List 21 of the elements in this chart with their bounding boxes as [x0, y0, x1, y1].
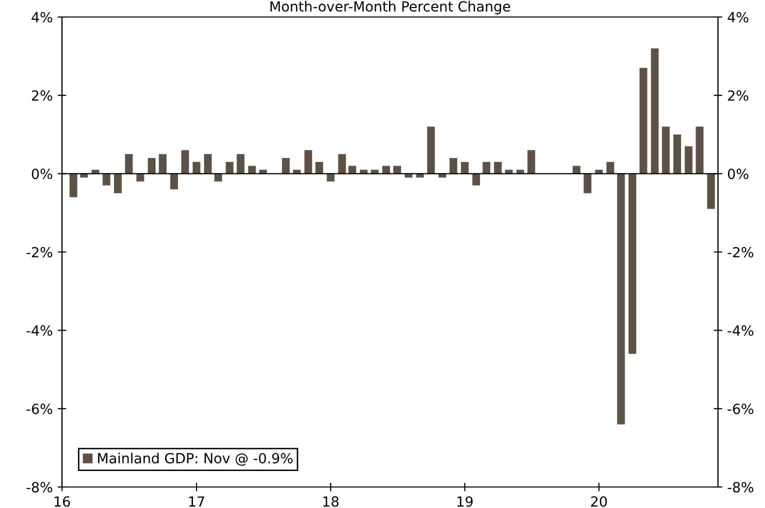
y2-tick-label: -6%: [728, 404, 754, 414]
y2-tick-label: -4%: [728, 325, 754, 336]
x-tick-label: 17: [189, 496, 204, 507]
chart-title: Month-over-Month Percent Change: [270, 0, 510, 14]
x-tick-label: 16: [54, 496, 70, 507]
x-tick-label: 20: [591, 496, 607, 507]
y2-tick-label: 4%: [728, 12, 748, 22]
legend-label: Mainland GDP: Nov @ -0.9%: [98, 452, 293, 466]
y-tick-label: -6%: [26, 404, 52, 414]
y2-tick-label: 0%: [728, 168, 748, 180]
y2-tick-label: -2%: [728, 246, 754, 258]
y-tick-label: -8%: [26, 482, 52, 492]
y-tick-label: -2%: [26, 246, 52, 258]
y2-tick-label: -8%: [728, 482, 754, 492]
y-tick-label: 4%: [32, 12, 52, 22]
x-tick-label: 18: [323, 496, 339, 507]
y-tick-label: 0%: [32, 168, 52, 180]
x-tick-label: 19: [457, 496, 473, 507]
y-tick-label: 2%: [32, 90, 52, 101]
y-tick-label: -4%: [26, 325, 52, 336]
y2-tick-label: 2%: [728, 90, 748, 101]
